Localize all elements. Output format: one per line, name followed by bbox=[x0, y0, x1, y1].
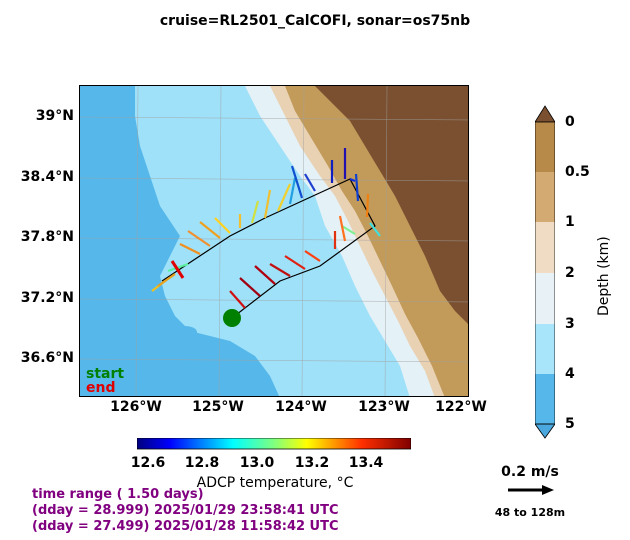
map-frame bbox=[79, 85, 469, 397]
temp-tick: 12.8 bbox=[184, 455, 220, 471]
depth-tick: 2 bbox=[565, 265, 575, 281]
temp-tick: 13.2 bbox=[294, 455, 330, 471]
lon-label: 124°W bbox=[275, 399, 327, 415]
end-marker bbox=[170, 260, 185, 279]
legend-start: start bbox=[86, 366, 125, 382]
depth-range: 48 to 128m bbox=[494, 506, 566, 519]
adcp-vectors bbox=[151, 148, 381, 309]
lon-label: 126°W bbox=[110, 399, 162, 415]
lat-label: 39°N bbox=[35, 108, 74, 124]
lat-label: 37.2°N bbox=[20, 290, 74, 306]
lat-label: 38.4°N bbox=[20, 169, 74, 185]
ship-track bbox=[161, 178, 376, 319]
depth-colorbar-label: Depth (km) bbox=[596, 236, 612, 316]
seamount bbox=[198, 343, 218, 353]
depth-band bbox=[535, 222, 555, 273]
depth-tick: 0.5 bbox=[565, 164, 590, 180]
lat-label: 36.6°N bbox=[20, 350, 74, 366]
lon-label: 122°W bbox=[435, 399, 487, 415]
depth-tick: 5 bbox=[565, 416, 575, 432]
temp-tick: 12.6 bbox=[130, 455, 166, 471]
colorbar-bottom-extension bbox=[535, 423, 555, 439]
scale-speed: 0.2 m/s bbox=[501, 464, 559, 480]
map-canvas bbox=[80, 86, 468, 396]
depth-tick: 4 bbox=[565, 366, 575, 382]
depth-tick: 3 bbox=[565, 316, 575, 332]
graticule bbox=[80, 86, 468, 396]
depth-tick: 1 bbox=[565, 214, 575, 230]
depth-colorbar bbox=[535, 105, 555, 439]
lon-label: 123°W bbox=[358, 399, 410, 415]
dday-end: (dday = 28.999) 2025/01/29 23:58:41 UTC bbox=[32, 503, 339, 518]
scale-arrow-icon bbox=[508, 485, 554, 495]
temp-tick: 13.0 bbox=[239, 455, 275, 471]
depth-band bbox=[535, 273, 555, 324]
seamount bbox=[173, 326, 197, 338]
start-marker bbox=[223, 309, 241, 327]
temperature-colorbar bbox=[137, 438, 411, 450]
colorbar-top-extension bbox=[535, 105, 555, 123]
legend-end: end bbox=[86, 380, 116, 396]
depth-tick: 0 bbox=[565, 114, 575, 130]
depth-band bbox=[535, 122, 555, 172]
lat-label: 37.8°N bbox=[20, 229, 74, 245]
depth-band bbox=[535, 374, 555, 424]
temp-colorbar-label: ADCP temperature, °C bbox=[196, 475, 354, 491]
land-high bbox=[315, 86, 468, 324]
dday-start: (dday = 27.499) 2025/01/28 11:58:42 UTC bbox=[32, 519, 339, 534]
temp-tick: 13.4 bbox=[348, 455, 384, 471]
plot-title: cruise=RL2501_CalCOFI, sonar=os75nb bbox=[159, 13, 471, 29]
depth-band bbox=[535, 172, 555, 222]
time-range: time range ( 1.50 days) bbox=[32, 487, 204, 502]
lon-label: 125°W bbox=[192, 399, 244, 415]
depth-band bbox=[535, 324, 555, 374]
